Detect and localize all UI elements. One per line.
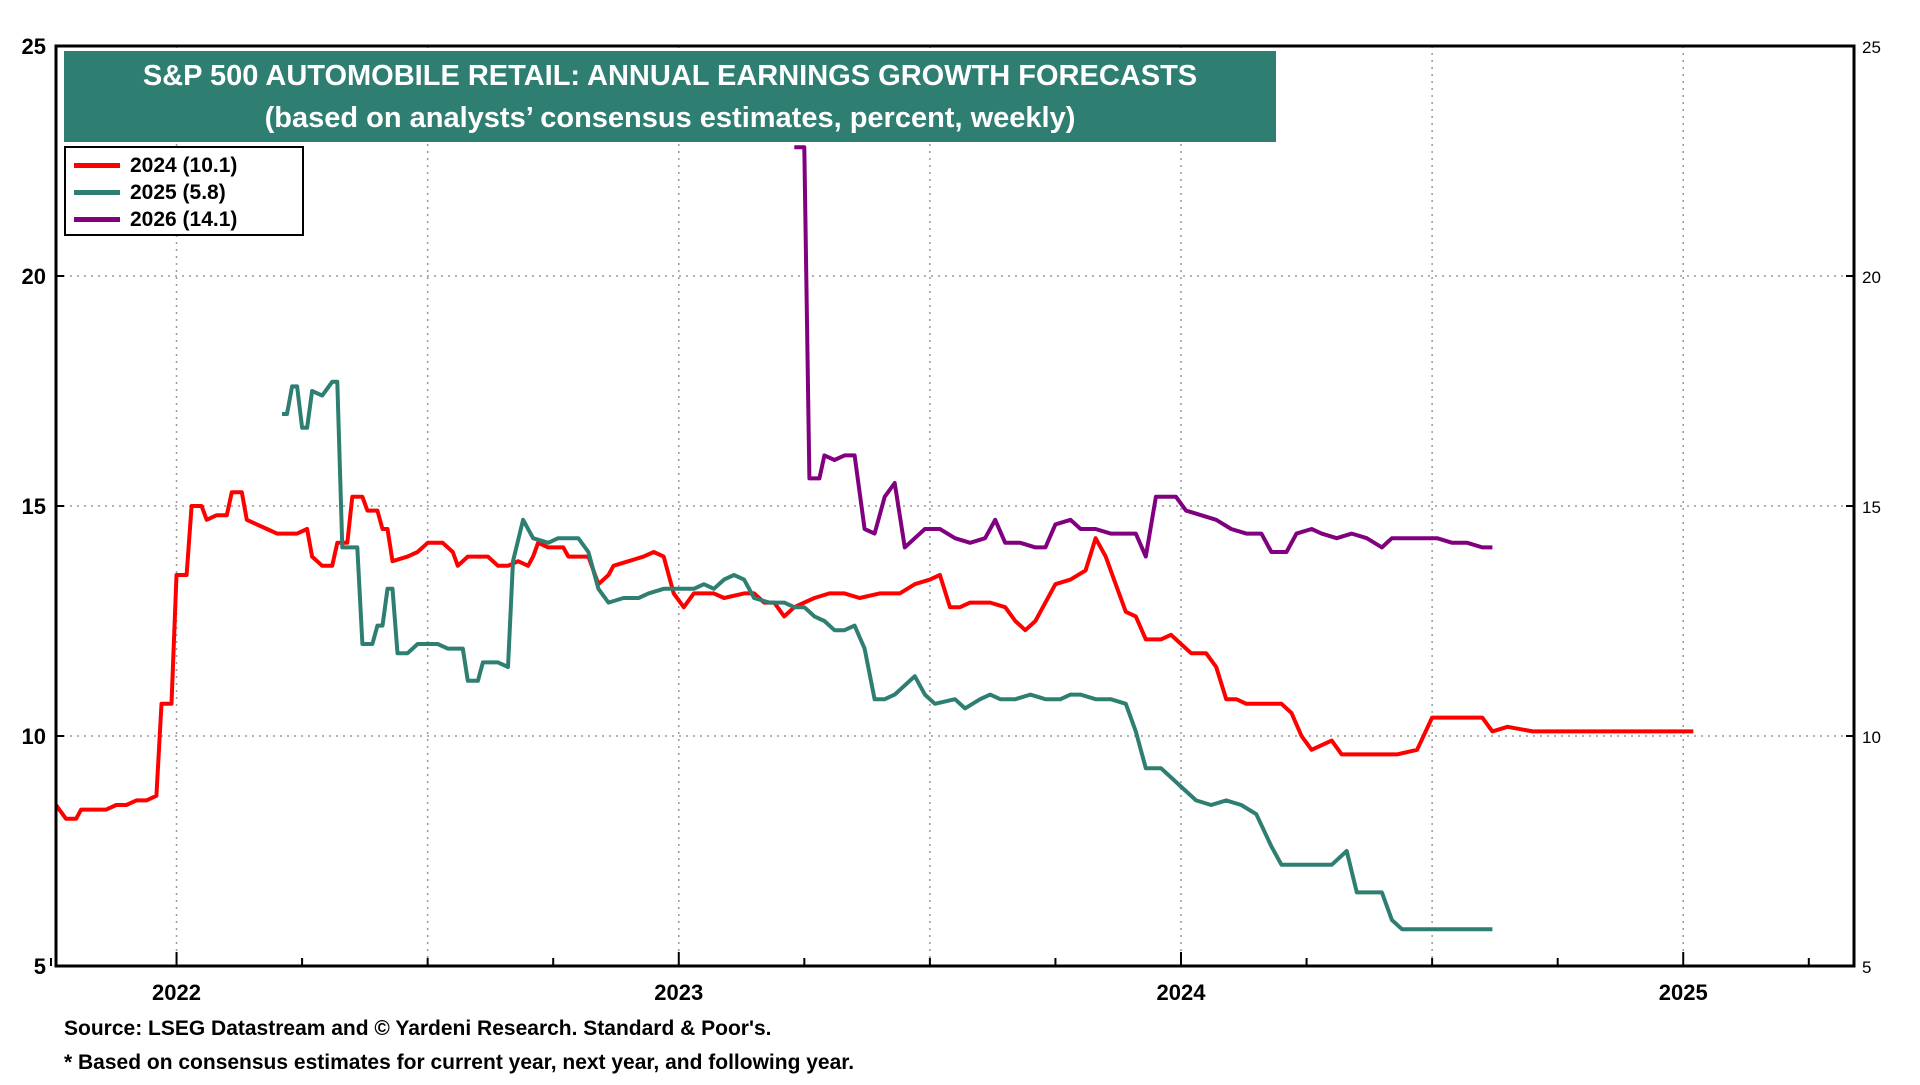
y-tick-label-right-5: 5 [1862,958,1871,977]
legend-item-2025: 2025 (5.8) [74,179,294,206]
y-tick-label-left-15: 15 [22,494,46,519]
source-note: Source: LSEG Datastream and © Yardeni Re… [64,1017,772,1040]
x-tick-label-2023: 2023 [654,980,703,1005]
series-line-1 [282,379,1493,932]
legend-swatch-2025 [74,190,120,195]
legend-swatch-2026 [74,217,120,222]
legend-label-2026: 2026 (14.1) [130,207,238,231]
y-tick-label-left-5: 5 [34,954,46,979]
legend-item-2024: 2024 (10.1) [74,152,294,179]
legend: 2024 (10.1) 2025 (5.8) 2026 (14.1) [64,146,304,236]
x-tick-label-2025: 2025 [1659,980,1708,1005]
footnote: * Based on consensus estimates for curre… [64,1051,855,1074]
legend-label-2025: 2025 (5.8) [130,180,226,204]
legend-item-2026: 2026 (14.1) [74,206,294,233]
x-tick-label-2022: 2022 [152,980,201,1005]
series-line-0 [54,490,1694,821]
y-tick-label-left-20: 20 [22,264,46,289]
chart-title-box: S&P 500 AUTOMOBILE RETAIL: ANNUAL EARNIN… [64,51,1276,142]
y-tick-label-right-25: 25 [1862,38,1881,57]
y-tick-label-right-20: 20 [1862,268,1881,287]
plot-frame [54,44,1856,968]
legend-label-2024: 2024 (10.1) [130,153,238,177]
x-tick-label-2024: 2024 [1157,980,1207,1005]
y-tick-label-left-10: 10 [22,724,46,749]
chart-subtitle: (based on analysts’ consensus estimates,… [264,102,1076,134]
series-line-2 [794,145,1493,559]
legend-swatch-2024 [74,163,120,168]
y-tick-label-left-25: 25 [22,34,46,59]
y-tick-label-right-10: 10 [1862,728,1881,747]
chart-title: S&P 500 AUTOMOBILE RETAIL: ANNUAL EARNIN… [142,60,1198,92]
y-tick-label-right-15: 15 [1862,498,1881,517]
